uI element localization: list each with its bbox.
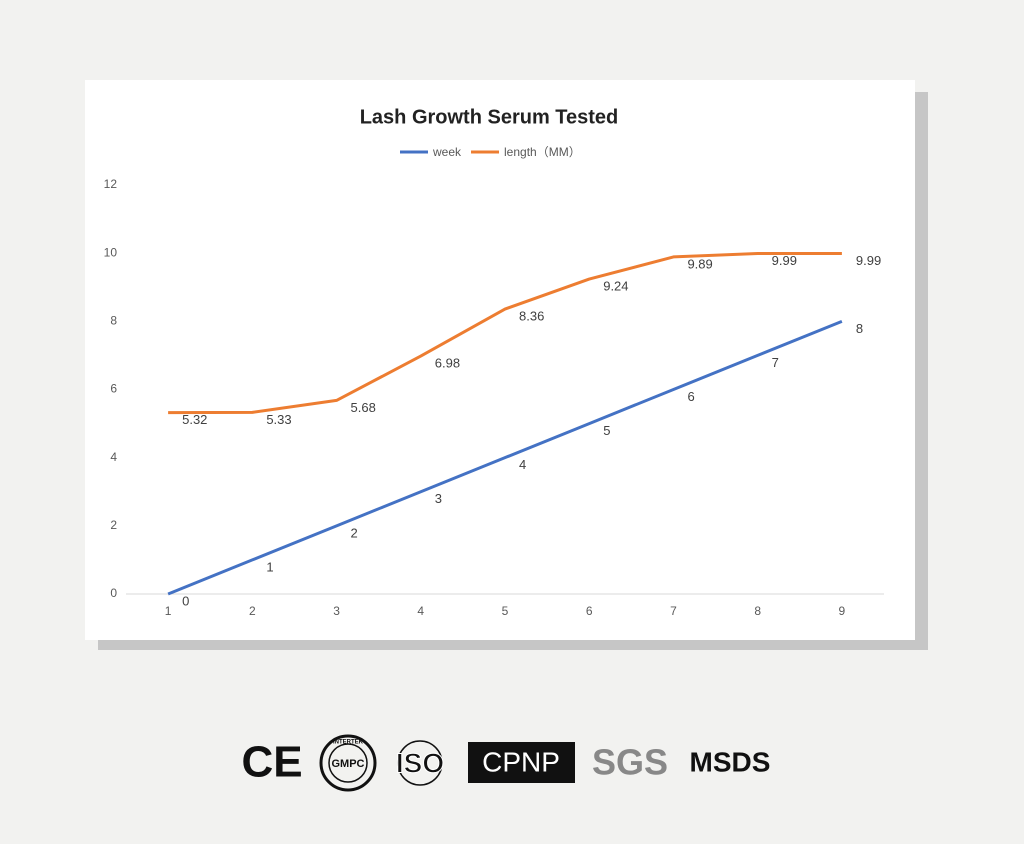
badge-ring xyxy=(319,734,377,792)
chart-title: Lash Growth Serum Tested xyxy=(360,106,619,128)
data-label: 1 xyxy=(266,559,273,574)
data-label: 9.89 xyxy=(687,256,712,271)
badge-box xyxy=(468,742,575,783)
data-label: 5.33 xyxy=(266,412,291,427)
badge-msds: MSDS xyxy=(690,746,771,777)
data-label: 6 xyxy=(687,389,694,404)
x-tick-label: 5 xyxy=(502,604,509,618)
data-label: 3 xyxy=(435,491,442,506)
x-tick-label: 6 xyxy=(586,604,593,618)
data-label: 5.68 xyxy=(351,400,376,415)
x-tick-label: 1 xyxy=(165,604,172,618)
data-label: 0 xyxy=(182,593,189,608)
legend-label: week xyxy=(432,145,462,159)
data-label: 5.32 xyxy=(182,412,207,427)
y-tick-label: 10 xyxy=(104,245,118,259)
y-tick-label: 4 xyxy=(110,450,117,464)
y-tick-label: 0 xyxy=(110,586,117,600)
data-label: 6.98 xyxy=(435,356,460,371)
x-tick-label: 8 xyxy=(754,604,761,618)
series-line xyxy=(168,252,842,415)
legend-label: length（MM） xyxy=(504,145,581,159)
data-label: 2 xyxy=(351,525,358,540)
legend: week length（MM） xyxy=(400,145,581,159)
y-tick-label: 12 xyxy=(104,177,118,191)
data-label: 8 xyxy=(856,321,863,336)
x-tick-label: 7 xyxy=(670,604,677,618)
card xyxy=(85,80,915,640)
data-label: 4 xyxy=(519,457,526,472)
data-label: 9.99 xyxy=(856,253,881,268)
badge-ring xyxy=(328,743,368,783)
x-tick-label: 2 xyxy=(249,604,256,618)
data-label: 5 xyxy=(603,423,610,438)
badge-sgs: SGS xyxy=(592,742,668,783)
data-label: 9.24 xyxy=(603,279,628,294)
data-label: 8.36 xyxy=(519,309,544,324)
badge-cpnp: CPNP xyxy=(482,746,560,777)
badge-gmpc: GMPC xyxy=(332,758,365,770)
badge-intertek: INTERTEK xyxy=(333,740,364,746)
badge-ce: CE xyxy=(241,738,302,787)
data-label: 7 xyxy=(772,355,779,370)
badge-globe xyxy=(397,740,443,786)
data-label: 9.99 xyxy=(772,253,797,268)
y-tick-label: 8 xyxy=(110,314,117,328)
badges: CE INTERTEK GMPC ISO CPNP SGS MSDS xyxy=(241,734,771,792)
y-tick-label: 6 xyxy=(110,382,117,396)
series-line xyxy=(167,319,843,596)
badge-iso: ISO xyxy=(396,747,444,778)
y-tick-label: 2 xyxy=(110,518,117,532)
x-tick-label: 3 xyxy=(333,604,340,618)
x-tick-label: 4 xyxy=(417,604,424,618)
x-tick-label: 9 xyxy=(839,604,846,618)
